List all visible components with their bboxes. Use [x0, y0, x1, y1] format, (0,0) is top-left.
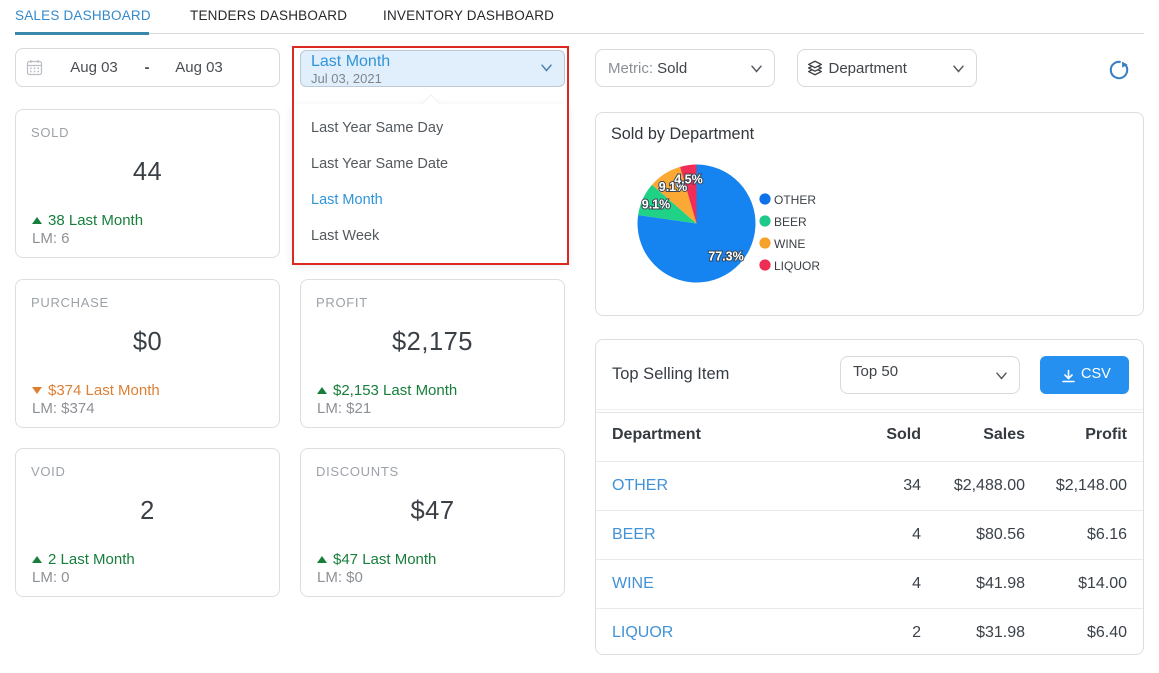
svg-text:77.3%: 77.3% [708, 250, 743, 264]
svg-text:9.1%: 9.1% [642, 198, 671, 212]
svg-text:4.5%: 4.5% [674, 173, 703, 187]
svg-text:9.1%: 9.1% [659, 180, 688, 194]
